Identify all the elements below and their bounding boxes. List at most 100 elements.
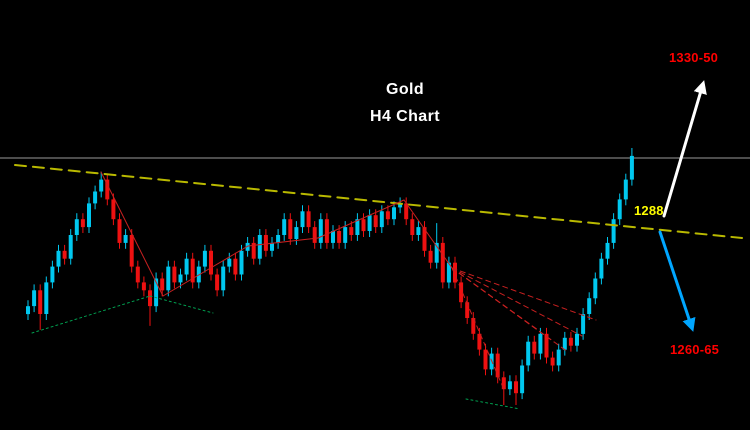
candle-body: [367, 215, 372, 231]
candle-body: [495, 353, 500, 378]
candle-body: [477, 333, 482, 350]
swing-line-3: [247, 237, 319, 247]
swing-line-1: [100, 171, 164, 297]
candle-body: [410, 219, 415, 235]
swing-line-2: [162, 245, 249, 297]
candle-body: [514, 381, 518, 394]
candle-body: [599, 258, 604, 279]
candle-body: [453, 262, 457, 283]
candle-body: [434, 242, 439, 263]
candle-body: [538, 333, 543, 354]
candle-body: [141, 282, 146, 291]
fan-line-1: [451, 267, 506, 393]
candle-body: [349, 227, 354, 235]
candle-body: [251, 242, 256, 259]
candle-body: [520, 365, 525, 394]
candle-body: [587, 298, 592, 314]
candle-body: [459, 282, 464, 303]
candle-body: [26, 306, 30, 315]
candle-body: [629, 155, 634, 180]
lower-target-label: 1260-65: [670, 342, 720, 357]
candle-body: [257, 235, 262, 259]
fan-line-6: [451, 267, 597, 321]
candle-body: [501, 377, 506, 390]
candle-body: [355, 219, 360, 235]
candle-body: [526, 341, 531, 366]
candle-body: [532, 341, 537, 354]
candle-body: [166, 266, 171, 291]
candle-body: [68, 235, 73, 259]
candle-body: [575, 333, 579, 346]
candle-body: [331, 231, 335, 243]
candle-body: [160, 278, 165, 291]
candle-body: [623, 179, 628, 200]
candle-body: [471, 318, 476, 334]
candle-body: [32, 290, 37, 307]
candle-body: [263, 235, 268, 251]
candle-body: [74, 219, 79, 235]
candle-body: [312, 227, 317, 243]
candle-body: [581, 314, 586, 334]
candle-body: [550, 357, 555, 366]
candle-body: [123, 235, 128, 243]
swing-line-5: [403, 199, 453, 269]
candle-body: [148, 290, 152, 307]
candle-body: [99, 179, 104, 192]
green-support-line-2: [149, 295, 214, 314]
candle-body: [379, 211, 384, 228]
candle-body: [233, 258, 238, 275]
candle-body: [605, 242, 610, 259]
candle-body: [294, 227, 299, 239]
candle-body: [507, 381, 512, 390]
candle-body: [56, 250, 61, 267]
descending-trendline: [14, 164, 743, 239]
candle-body: [135, 266, 140, 283]
candle-body: [227, 258, 232, 267]
candle-body: [446, 262, 451, 283]
candle-body: [184, 258, 189, 275]
candle-body: [385, 211, 390, 220]
candle-body: [306, 211, 311, 228]
chart-title: Gold H4 Chart: [325, 76, 485, 130]
candle-body: [556, 349, 561, 366]
candle-body: [611, 219, 616, 243]
bearish-target-arrow: [658, 230, 696, 332]
upper-target-label: 1330-50: [669, 50, 719, 65]
candle-body: [361, 219, 366, 232]
candle-body: [568, 337, 573, 346]
green-support-line-1: [31, 295, 151, 334]
candle-body: [404, 203, 409, 220]
breakout-price-label: 1288: [634, 203, 664, 218]
candle-body: [245, 242, 250, 251]
candle-body: [221, 266, 226, 291]
candle-body: [440, 242, 445, 283]
candle-body: [202, 250, 207, 267]
fan-line-5: [451, 267, 583, 337]
candle-body: [38, 290, 43, 314]
candle-body: [209, 250, 213, 275]
candle-body: [93, 191, 98, 204]
candle-body: [282, 219, 287, 235]
candle-body: [62, 250, 67, 259]
green-support-line-3: [465, 398, 521, 410]
candle-body: [276, 235, 281, 243]
candle-body: [105, 179, 110, 200]
candle-body: [416, 227, 421, 235]
candle-body: [154, 278, 159, 307]
candle-body: [398, 203, 403, 208]
swing-line-4: [317, 199, 405, 239]
candle-body: [318, 219, 323, 243]
candle-body: [80, 219, 85, 228]
fan-line-4: [451, 267, 569, 353]
candle-body: [270, 242, 274, 251]
candle-body: [300, 211, 305, 228]
candle-body: [544, 333, 549, 358]
candle-body: [111, 199, 116, 220]
candle-body: [172, 266, 177, 283]
candle-body: [428, 250, 433, 263]
candle-body: [324, 219, 329, 243]
candle-body: [178, 274, 183, 283]
chart-title-line1: Gold: [385, 81, 425, 98]
candle-body: [465, 302, 470, 318]
